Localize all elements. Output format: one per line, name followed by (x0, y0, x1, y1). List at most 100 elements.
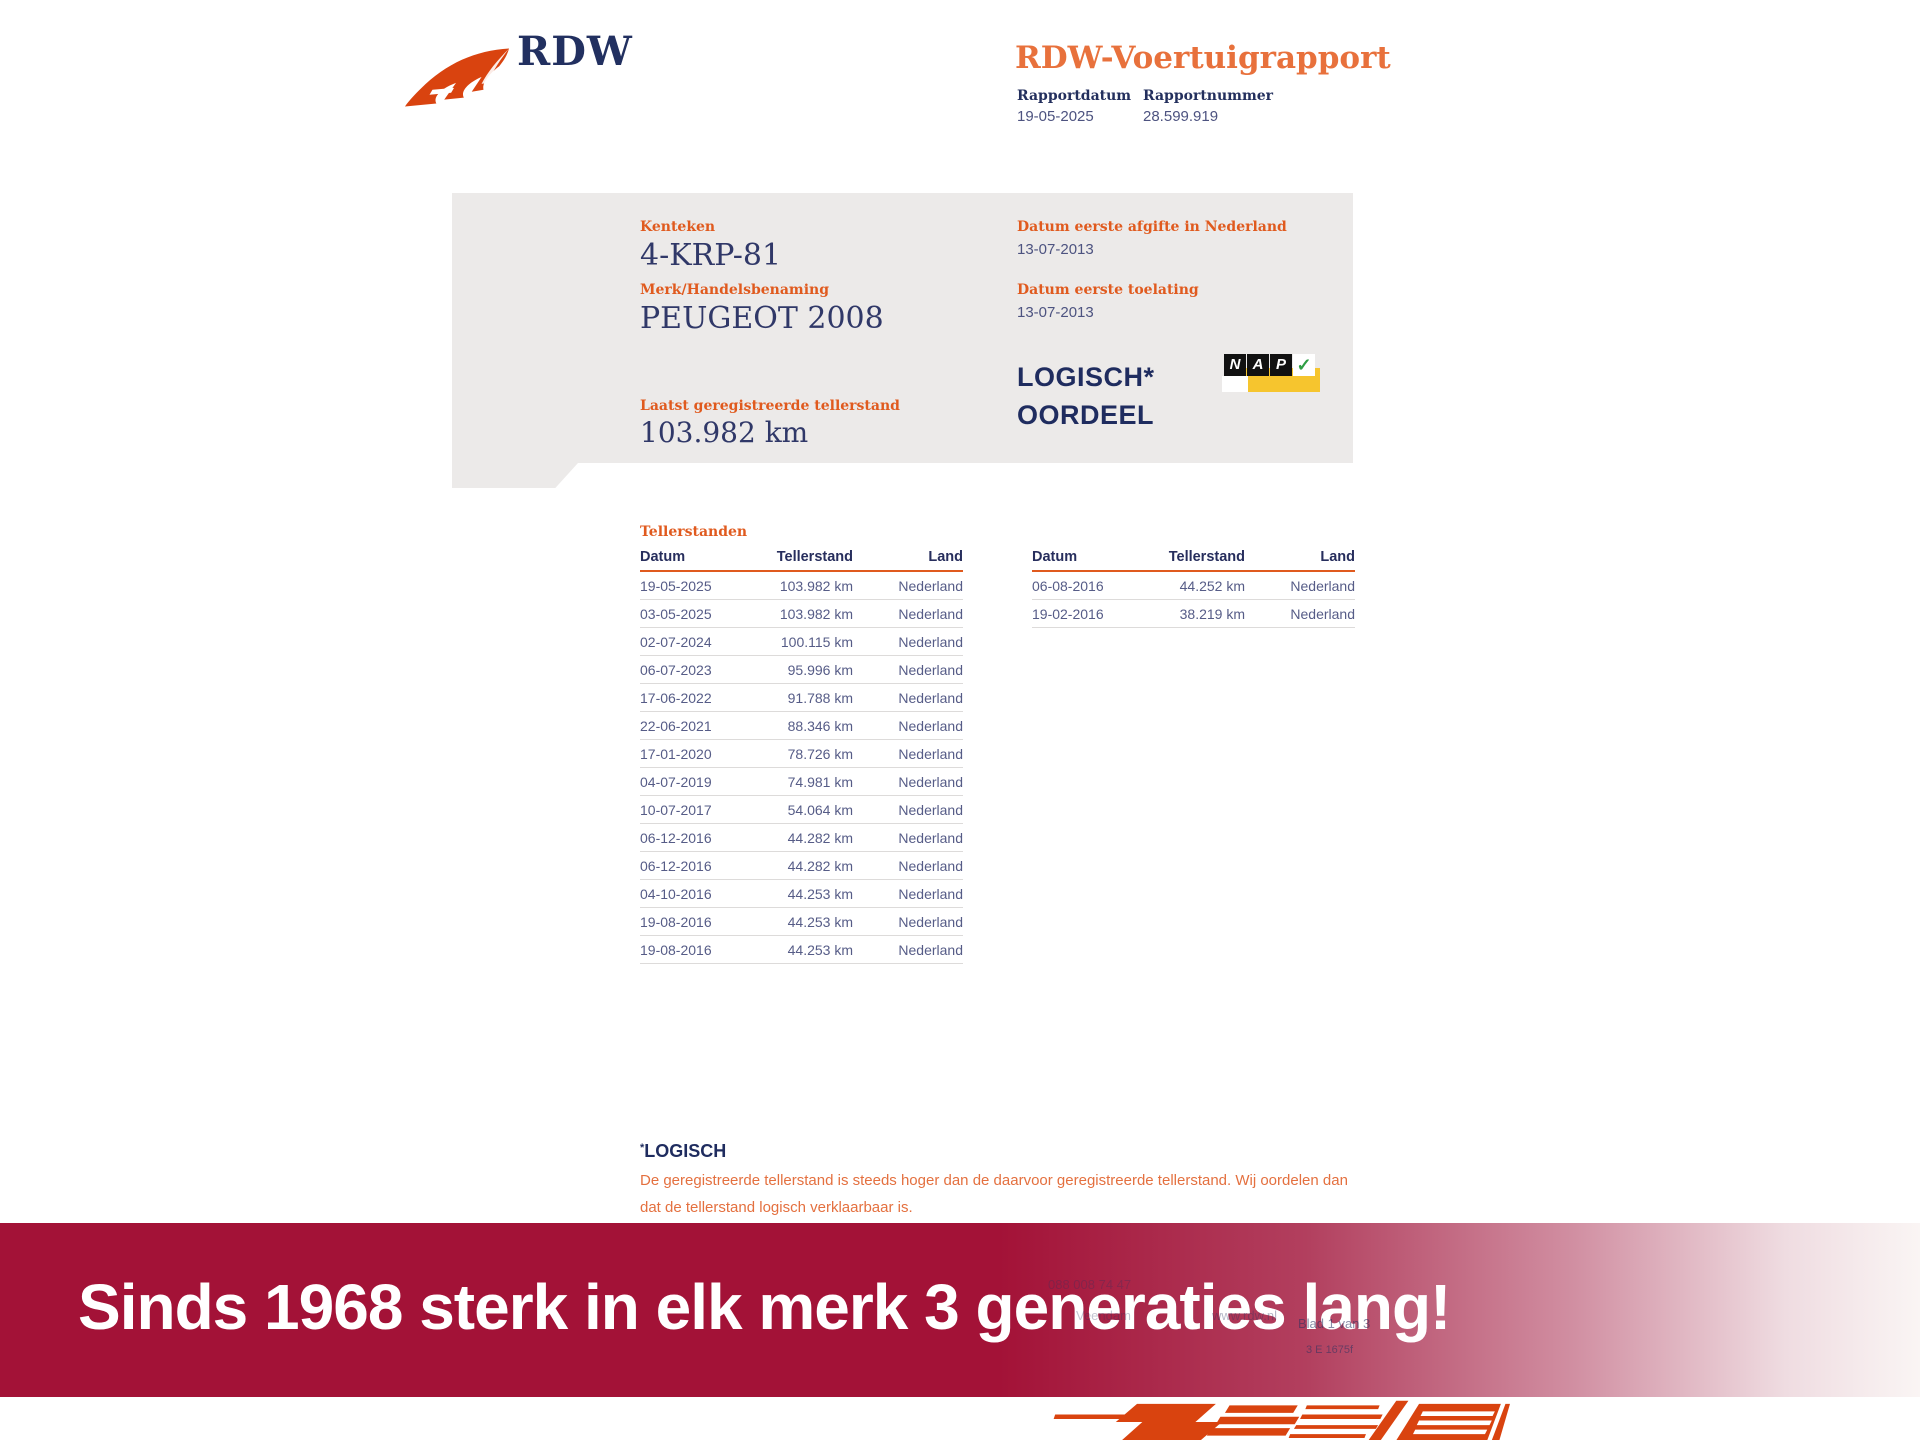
kenteken-value: 4-KRP-81 (640, 238, 782, 273)
table-row: 22-06-2021 88.346 km Nederland (640, 712, 963, 740)
eerste-toelating-label: Datum eerste toelating (1017, 282, 1199, 298)
table-row: 17-06-2022 91.788 km Nederland (640, 684, 963, 712)
column-header-tellerstand: Tellerstand (776, 549, 853, 565)
faint-footer-website: www.rdw.nl (1212, 1308, 1278, 1323)
cell-datum: 19-05-2025 (640, 577, 712, 594)
rdw-feather-logo-icon (404, 48, 510, 107)
eerste-afgifte-value: 13-07-2013 (1017, 241, 1094, 258)
cell-tellerstand: 44.253 km (787, 913, 853, 930)
dealer-banner-slogan: Sinds 1968 sterk in elk merk 3 generatie… (78, 1271, 1451, 1343)
report-number-value: 28.599.919 (1143, 108, 1219, 125)
odometer-table-left: Datum Tellerstand Land 19-05-2025 103.982… (640, 549, 963, 964)
cell-datum: 06-12-2016 (640, 857, 712, 874)
cell-tellerstand: 103.982 km (779, 605, 853, 622)
cell-land: Nederland (898, 829, 963, 846)
nap-logo: N A P ✓ (1222, 352, 1322, 394)
cell-land: Nederland (898, 689, 963, 706)
cell-tellerstand: 95.996 km (787, 661, 853, 678)
faint-footer-formcode: 3 E 1675f (1306, 1344, 1354, 1356)
cell-datum: 04-10-2016 (640, 885, 712, 902)
table-row: 19-08-2016 44.253 km Nederland (640, 936, 963, 964)
cell-land: Nederland (898, 913, 963, 930)
table-row: 19-08-2016 44.253 km Nederland (640, 908, 963, 936)
cell-land: Nederland (898, 801, 963, 818)
cell-land: Nederland (898, 633, 963, 650)
merk-value: PEUGEOT 2008 (640, 301, 884, 336)
cell-tellerstand: 88.346 km (787, 717, 853, 734)
page-title: RDW-Voertuigrapport (1015, 40, 1391, 76)
cell-datum: 22-06-2021 (640, 717, 712, 734)
laatste-tellerstand-label: Laatst geregistreerde tellerstand (640, 398, 900, 414)
column-header-land: Land (928, 549, 963, 565)
cell-tellerstand: 44.253 km (787, 941, 853, 958)
cell-datum: 06-12-2016 (640, 829, 712, 846)
table-header: Datum Tellerstand Land (1032, 549, 1355, 572)
merk-label: Merk/Handelsbenaming (640, 282, 830, 298)
report-date-label: Rapportdatum (1017, 88, 1132, 104)
cell-land: Nederland (898, 577, 963, 594)
cell-datum: 19-08-2016 (640, 913, 712, 930)
eerste-toelating-value: 13-07-2013 (1017, 304, 1094, 321)
faint-footer-pagenumber: Blad 1 van 3 (1298, 1316, 1371, 1331)
cell-datum: 17-06-2022 (640, 689, 712, 706)
cell-datum: 10-07-2017 (640, 801, 712, 818)
cell-datum: 19-02-2016 (1032, 605, 1104, 622)
column-header-tellerstand: Tellerstand (1168, 549, 1245, 565)
cell-tellerstand: 44.282 km (787, 857, 853, 874)
table-row: 17-01-2020 78.726 km Nederland (640, 740, 963, 768)
report-date-value: 19-05-2025 (1017, 108, 1094, 125)
table-row: 03-05-2025 103.982 km Nederland (640, 600, 963, 628)
column-header-datum: Datum (1032, 549, 1078, 565)
table-row: 06-07-2023 95.996 km Nederland (640, 656, 963, 684)
rdw-wordmark: RDW (517, 28, 633, 75)
cell-tellerstand: 38.219 km (1179, 605, 1245, 622)
cell-tellerstand: 44.252 km (1179, 577, 1245, 594)
table-row: 19-05-2025 103.982 km Nederland (640, 572, 963, 600)
nap-checkmark-icon: ✓ (1293, 354, 1315, 376)
cell-land: Nederland (898, 857, 963, 874)
table-header: Datum Tellerstand Land (640, 549, 963, 572)
nap-letter-a: A (1247, 354, 1269, 376)
footnote-line1: De geregistreerde tellerstand is steeds … (640, 1172, 1348, 1189)
cell-datum: 19-08-2016 (640, 941, 712, 958)
faint-footer-city: Veendam (1076, 1308, 1131, 1323)
cell-land: Nederland (898, 941, 963, 958)
cell-tellerstand: 100.115 km (780, 633, 853, 650)
cell-datum: 03-05-2025 (640, 605, 712, 622)
kenteken-label: Kenteken (640, 219, 716, 235)
cell-land: Nederland (898, 773, 963, 790)
table-row: 19-02-2016 38.219 km Nederland (1032, 600, 1355, 628)
report-number-label: Rapportnummer (1143, 88, 1274, 104)
cell-tellerstand: 44.253 km (787, 885, 853, 902)
cell-land: Nederland (1290, 577, 1355, 594)
table-row: 02-07-2024 100.115 km Nederland (640, 628, 963, 656)
cell-datum: 06-07-2023 (640, 661, 712, 678)
cell-land: Nederland (898, 661, 963, 678)
nap-letter-n: N (1224, 354, 1246, 376)
table-row: 06-12-2016 44.282 km Nederland (640, 824, 963, 852)
laatste-tellerstand-value: 103.982 km (640, 416, 809, 449)
cell-tellerstand: 54.064 km (787, 801, 853, 818)
cell-datum: 17-01-2020 (640, 745, 712, 762)
cell-tellerstand: 103.982 km (779, 577, 853, 594)
vehicle-summary-card (452, 193, 1353, 463)
footnote-line2: dat de tellerstand logisch verklaarbaar … (640, 1199, 913, 1216)
footnote-asterisk: * (640, 1142, 645, 1154)
cell-tellerstand: 91.788 km (787, 689, 853, 706)
odometer-table-right: Datum Tellerstand Land 06-08-2016 44.252 … (1032, 549, 1355, 628)
column-header-land: Land (1320, 549, 1355, 565)
oordeel-line1: LOGISCH* (1017, 362, 1155, 392)
oordeel-text: LOGISCH* OORDEEL (1017, 358, 1155, 434)
nap-white-pad (1222, 376, 1248, 392)
table-row: 04-10-2016 44.253 km Nederland (640, 880, 963, 908)
dealer-speedlines-logo-icon (1040, 1396, 1510, 1440)
tellerstanden-section-title: Tellerstanden (640, 524, 748, 540)
cell-land: Nederland (898, 605, 963, 622)
cell-tellerstand: 74.981 km (787, 773, 853, 790)
oordeel-line2: OORDEEL (1017, 400, 1155, 430)
cell-land: Nederland (898, 885, 963, 902)
cell-tellerstand: 44.282 km (787, 829, 853, 846)
table-row: 06-08-2016 44.252 km Nederland (1032, 572, 1355, 600)
cell-tellerstand: 78.726 km (787, 745, 853, 762)
